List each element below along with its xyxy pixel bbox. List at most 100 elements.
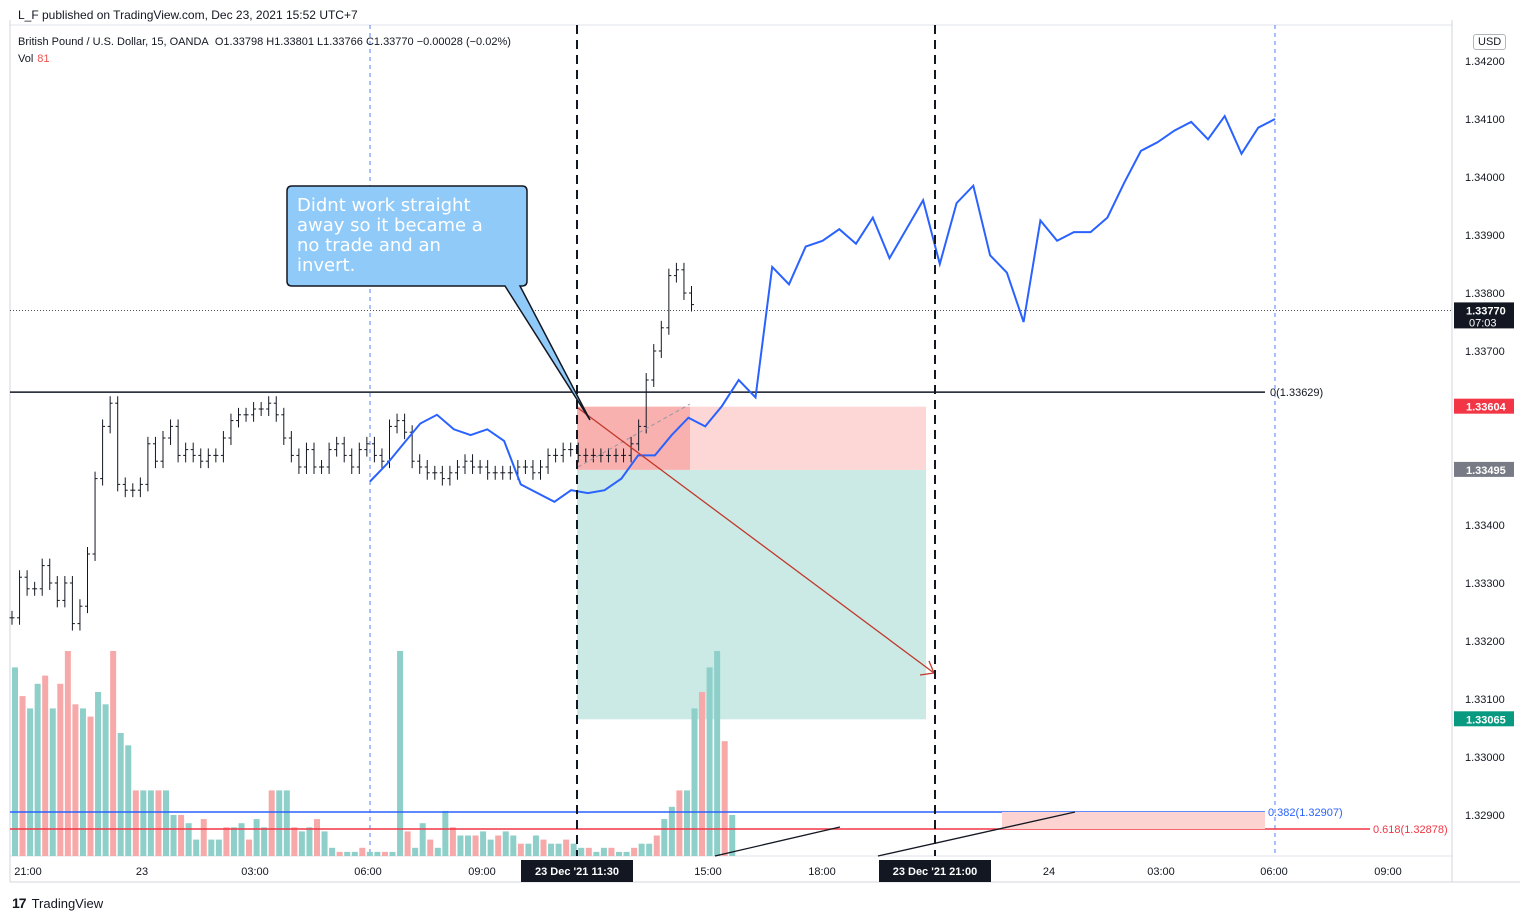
volume-bar (381, 851, 388, 856)
volume-bar (397, 651, 404, 856)
volume-bar (57, 683, 64, 856)
volume-bar (585, 847, 592, 856)
volume-bar (389, 851, 396, 856)
volume-bar (125, 745, 132, 856)
volume-bar (268, 790, 275, 856)
time-label-text: 23 Dec '21 21:00 (893, 866, 978, 878)
volume-bar (457, 835, 464, 856)
volume-bar (314, 819, 320, 856)
volume-bar (12, 667, 18, 856)
volume-bar (608, 847, 615, 856)
volume-bar (374, 851, 381, 856)
volume-bar (72, 704, 79, 856)
volume-bar (321, 831, 328, 856)
price-label-box (1454, 461, 1514, 477)
price-label-text: 1.33770 (1466, 305, 1506, 317)
time-tick-label: 03:00 (1147, 866, 1175, 878)
volume-bar (631, 847, 638, 856)
volume-bar (200, 819, 207, 856)
volume-bar (79, 708, 86, 856)
volume-value: 81 (37, 53, 50, 65)
volume-bar (178, 815, 185, 856)
projection-line (369, 114, 1276, 503)
callout-text: invert. (297, 255, 355, 276)
volume-bar (555, 843, 562, 856)
price-label-text: 1.33495 (1466, 465, 1506, 477)
callout-text: Didnt work straight (297, 195, 471, 216)
volume-bar (49, 708, 56, 856)
price-tick-label: 1.33400 (1465, 520, 1505, 532)
volume-bar (517, 843, 524, 856)
volume-bar (465, 835, 471, 856)
volume-bar (638, 843, 645, 856)
time-label-text: 23 Dec '21 11:30 (535, 866, 619, 878)
volume-bar (110, 651, 117, 856)
volume-bar (646, 843, 653, 856)
volume-bar (427, 839, 434, 856)
currency-button[interactable]: USD (1473, 34, 1507, 50)
trendline-2 (877, 811, 1076, 857)
volume-bar (495, 835, 502, 856)
volume-bar (253, 819, 260, 856)
volume-bar (600, 847, 607, 856)
volume-bar (185, 823, 192, 856)
volume-bar (623, 851, 630, 856)
volume-bar (714, 651, 721, 856)
volume-bar (359, 847, 366, 856)
volume-bar (691, 708, 698, 856)
volume-bar (366, 851, 373, 856)
volume-bar (170, 815, 177, 856)
volume-bar (487, 839, 494, 856)
volume-bar (344, 851, 351, 856)
price-tick-label: 1.34200 (1465, 56, 1505, 68)
volume-bar (95, 692, 102, 856)
volume-bar (223, 827, 230, 856)
volume-bar (19, 696, 26, 856)
volume-bar (706, 667, 713, 856)
volume-label: Vol (18, 53, 34, 65)
volume-bar (155, 790, 162, 856)
volume-bar (593, 851, 600, 856)
volume-bar (132, 790, 139, 856)
volume-bar (306, 827, 313, 856)
fib-level-0618-label: 0.618(1.32878) (1373, 824, 1448, 836)
time-tick-label: 18:00 (808, 866, 836, 878)
volume-bar (480, 831, 487, 856)
stop-zone-filled (577, 406, 690, 470)
tradingview-logo-icon: 17 (12, 895, 27, 911)
callout-text: no trade and an (297, 235, 441, 256)
price-tick-label: 1.33300 (1465, 578, 1505, 590)
volume-bar (64, 651, 71, 856)
brand-name: TradingView (31, 895, 104, 911)
volume-bar (246, 839, 253, 856)
price-tick-label: 1.34100 (1465, 114, 1505, 126)
volume-bar (661, 819, 668, 856)
time-tick-label: 15:00 (694, 866, 722, 878)
volume-bar (449, 827, 456, 856)
price-label-text: 1.33065 (1466, 714, 1506, 726)
volume-bar (208, 839, 215, 856)
red-arrow-line (577, 407, 935, 674)
price-label-box (1454, 711, 1514, 727)
footer-brand[interactable]: 17 TradingView (12, 895, 103, 911)
price-label-sub: 07:03 (1469, 317, 1497, 329)
volume-bar (215, 839, 222, 856)
volume-bar (419, 823, 426, 856)
time-tick-label: 23 (136, 866, 148, 878)
price-tick-label: 1.33900 (1465, 230, 1505, 242)
trendline-1 (714, 826, 841, 857)
volume-bar (291, 827, 298, 856)
time-tick-label: 21:00 (14, 866, 42, 878)
dashed-entry-line (577, 403, 691, 468)
volume-bar (238, 823, 245, 856)
volume-bar (729, 815, 736, 856)
volume-bar (283, 790, 290, 856)
time-tick-label: 24 (1043, 866, 1055, 878)
time-tick-label: 06:00 (1260, 866, 1288, 878)
price-tick-label: 1.33700 (1465, 346, 1505, 358)
volume-bar (510, 835, 517, 856)
publisher-line: L_F published on TradingView.com, Dec 23… (18, 8, 358, 22)
time-tick-label: 06:00 (354, 866, 382, 878)
